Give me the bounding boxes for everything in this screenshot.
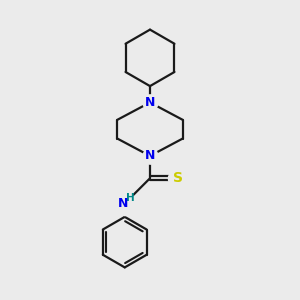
Text: N: N: [145, 96, 155, 109]
Text: S: S: [173, 171, 183, 185]
Text: H: H: [126, 193, 134, 203]
Text: N: N: [145, 149, 155, 162]
Text: N: N: [118, 197, 128, 210]
